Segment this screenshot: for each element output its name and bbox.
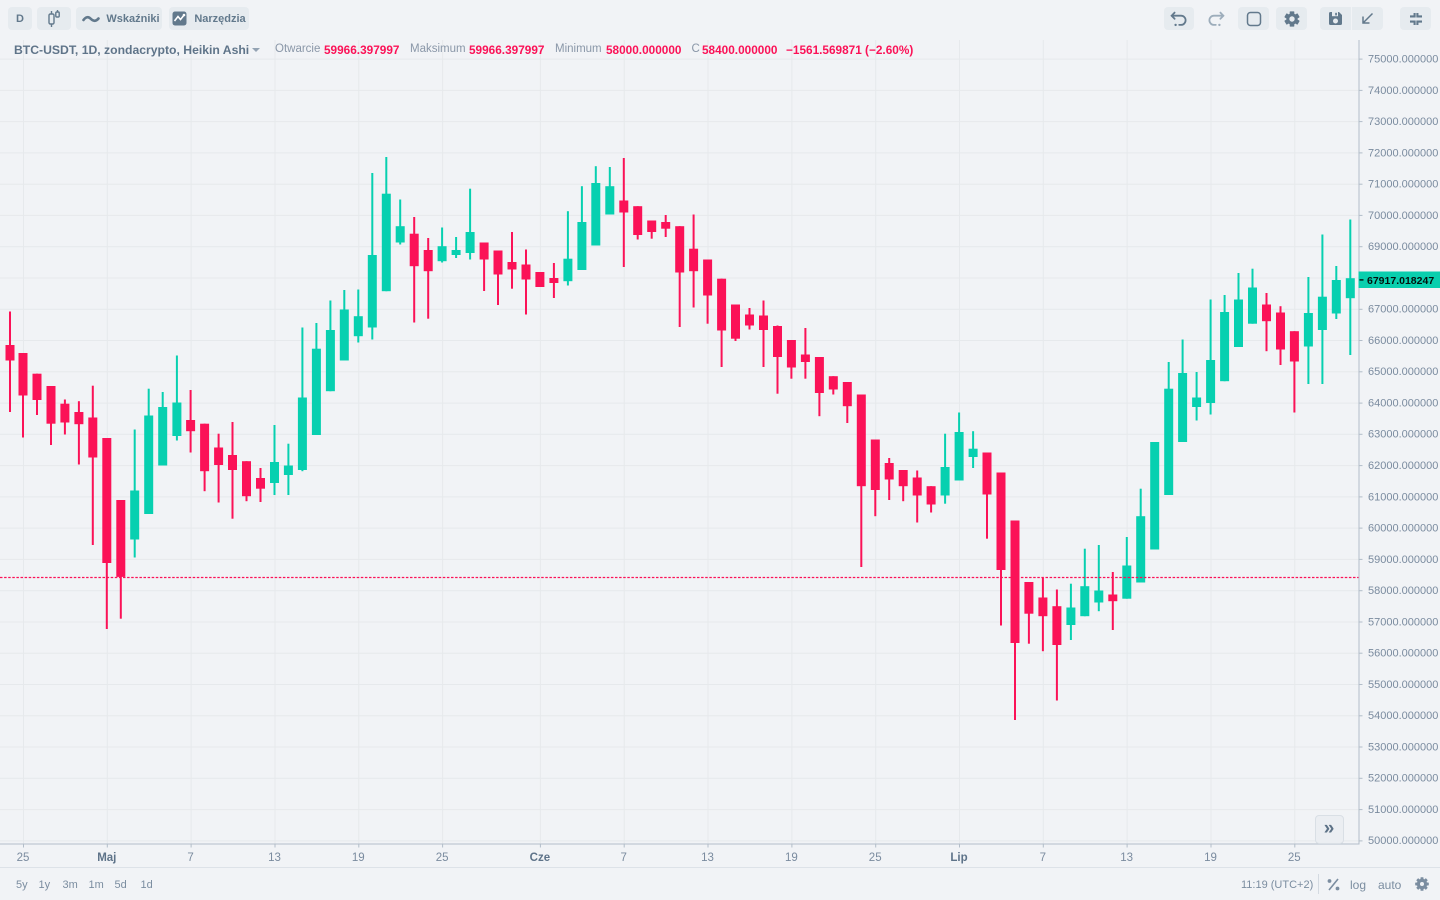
svg-text:51000.000000: 51000.000000 (1368, 804, 1438, 816)
svg-text:7: 7 (620, 852, 626, 864)
svg-text:75000.000000: 75000.000000 (1368, 54, 1438, 66)
svg-text:7: 7 (1040, 852, 1046, 864)
svg-text:Lip: Lip (950, 852, 967, 864)
svg-text:67917.018247: 67917.018247 (1367, 275, 1434, 287)
svg-text:60000.000000: 60000.000000 (1368, 523, 1438, 535)
svg-text:61000.000000: 61000.000000 (1368, 491, 1438, 503)
svg-text:65000.000000: 65000.000000 (1368, 366, 1438, 378)
svg-text:66000.000000: 66000.000000 (1368, 335, 1438, 347)
svg-text:25: 25 (436, 852, 449, 864)
svg-text:25: 25 (17, 852, 30, 864)
svg-text:19: 19 (352, 852, 365, 864)
svg-text:57000.000000: 57000.000000 (1368, 616, 1438, 628)
svg-text:64000.000000: 64000.000000 (1368, 398, 1438, 410)
svg-text:74000.000000: 74000.000000 (1368, 85, 1438, 97)
svg-text:25: 25 (1288, 852, 1301, 864)
svg-text:56000.000000: 56000.000000 (1368, 648, 1438, 660)
svg-text:63000.000000: 63000.000000 (1368, 429, 1438, 441)
svg-text:50000.000000: 50000.000000 (1368, 835, 1438, 847)
svg-text:54000.000000: 54000.000000 (1368, 710, 1438, 722)
svg-text:13: 13 (268, 852, 281, 864)
svg-text:55000.000000: 55000.000000 (1368, 679, 1438, 691)
svg-text:72000.000000: 72000.000000 (1368, 147, 1438, 159)
svg-text:7: 7 (187, 852, 193, 864)
svg-text:13: 13 (1120, 852, 1133, 864)
svg-text:19: 19 (785, 852, 798, 864)
svg-text:19: 19 (1204, 852, 1217, 864)
svg-text:25: 25 (869, 852, 882, 864)
svg-text:58000.000000: 58000.000000 (1368, 585, 1438, 597)
svg-text:53000.000000: 53000.000000 (1368, 741, 1438, 753)
svg-text:62000.000000: 62000.000000 (1368, 460, 1438, 472)
svg-text:73000.000000: 73000.000000 (1368, 116, 1438, 128)
svg-text:52000.000000: 52000.000000 (1368, 773, 1438, 785)
svg-text:59000.000000: 59000.000000 (1368, 554, 1438, 566)
svg-text:13: 13 (701, 852, 714, 864)
svg-text:69000.000000: 69000.000000 (1368, 241, 1438, 253)
svg-text:70000.000000: 70000.000000 (1368, 210, 1438, 222)
svg-text:71000.000000: 71000.000000 (1368, 179, 1438, 191)
svg-text:Cze: Cze (530, 852, 550, 864)
svg-text:Maj: Maj (97, 852, 116, 864)
svg-text:67000.000000: 67000.000000 (1368, 304, 1438, 316)
